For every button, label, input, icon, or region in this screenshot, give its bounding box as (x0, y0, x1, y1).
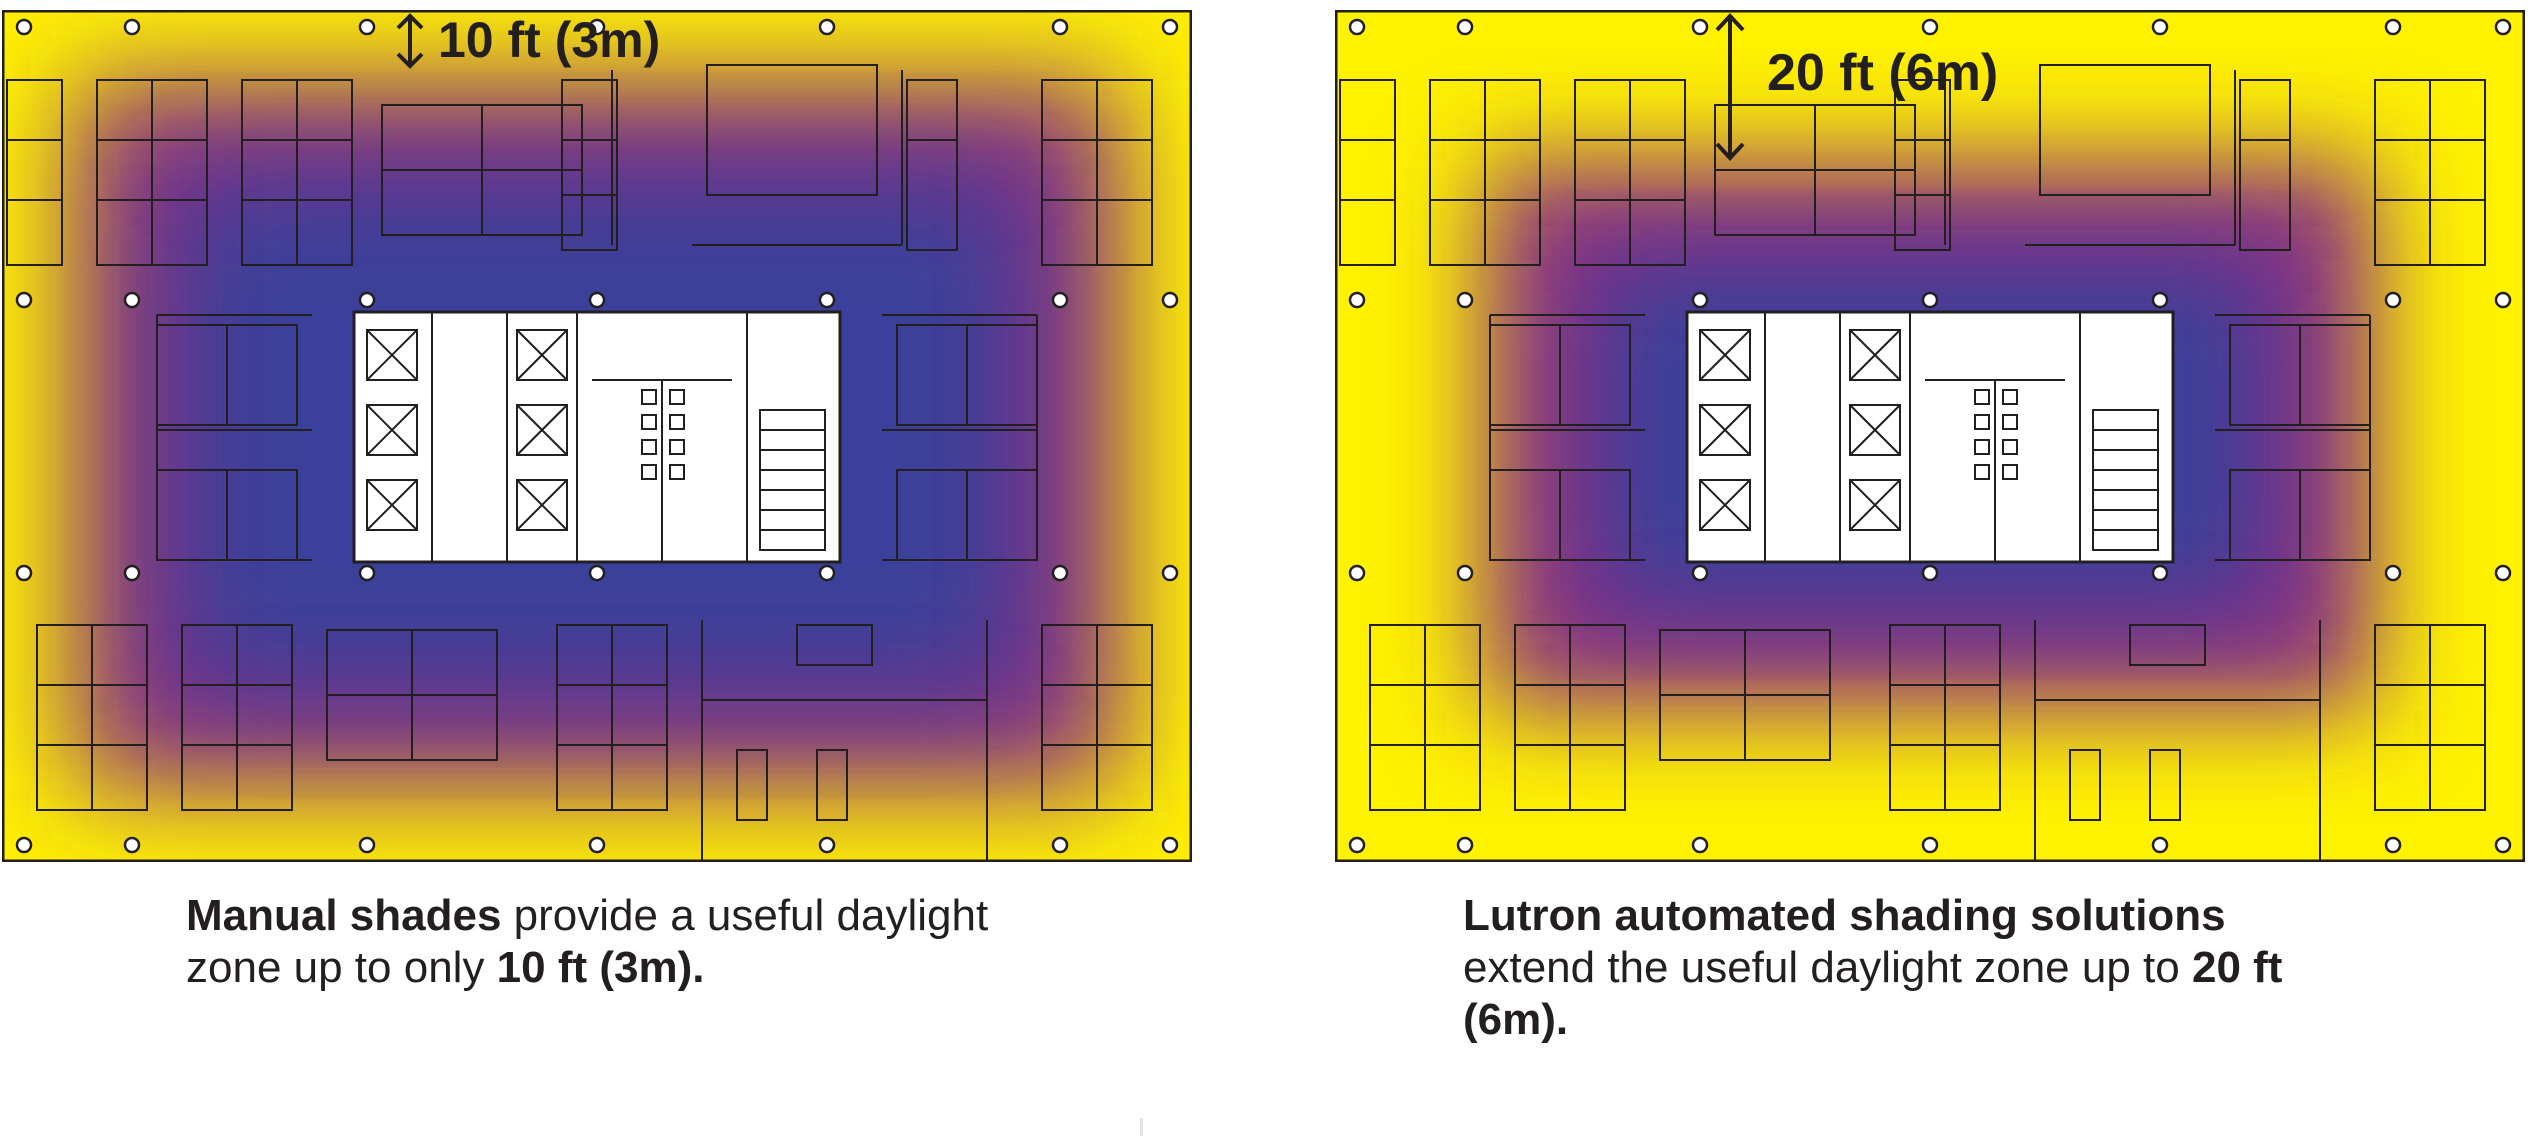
dimension-label: 10 ft (3m) (438, 12, 660, 68)
manual-shades-caption: Manual shades provide a useful daylight … (186, 890, 1066, 994)
building-core (352, 310, 842, 564)
structural-columns (15, 18, 1179, 854)
dimension-arrow (1715, 13, 1745, 161)
workstation-cluster (6, 79, 1153, 811)
caption-bold-tail: 20 ft (6m). (1463, 943, 2283, 1044)
dimension-label: 20 ft (6m) (1767, 44, 1998, 102)
caption-bold-lead: Manual shades (186, 891, 502, 940)
automated-shading-caption: Lutron automated shading solutions exten… (1463, 890, 2343, 1046)
dimension-arrow (396, 13, 424, 69)
caption-text: provide a useful daylight zone up to onl… (186, 891, 989, 992)
structural-columns (1348, 18, 2512, 854)
automated-shading-floor-plan: 20 ft (6m) (1335, 10, 2525, 862)
caption-text: extend the useful daylight zone up to (1463, 943, 2192, 992)
manual-shades-floor-plan: 10 ft (3m) (2, 10, 1192, 862)
caption-bold-lead: Lutron automated shading solutions (1463, 891, 2226, 940)
divider-mark (1140, 1118, 1143, 1136)
floor-plan-linework (2, 10, 1192, 862)
automated-shading-heatmap: 20 ft (6m) (1335, 10, 2525, 862)
manual-shades-heatmap: 10 ft (3m) (2, 10, 1192, 862)
caption-bold-tail: 10 ft (3m). (496, 943, 705, 992)
